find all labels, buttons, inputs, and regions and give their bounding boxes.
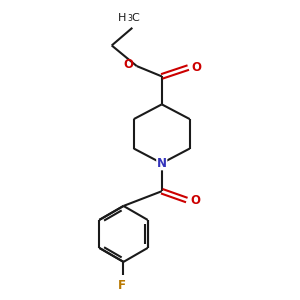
Text: O: O bbox=[190, 194, 200, 207]
Text: 3: 3 bbox=[127, 14, 132, 22]
Text: C: C bbox=[131, 13, 139, 22]
Text: N: N bbox=[157, 157, 167, 170]
Text: H: H bbox=[118, 13, 126, 22]
Text: O: O bbox=[192, 61, 202, 74]
Text: F: F bbox=[118, 279, 126, 292]
Text: O: O bbox=[123, 58, 133, 71]
